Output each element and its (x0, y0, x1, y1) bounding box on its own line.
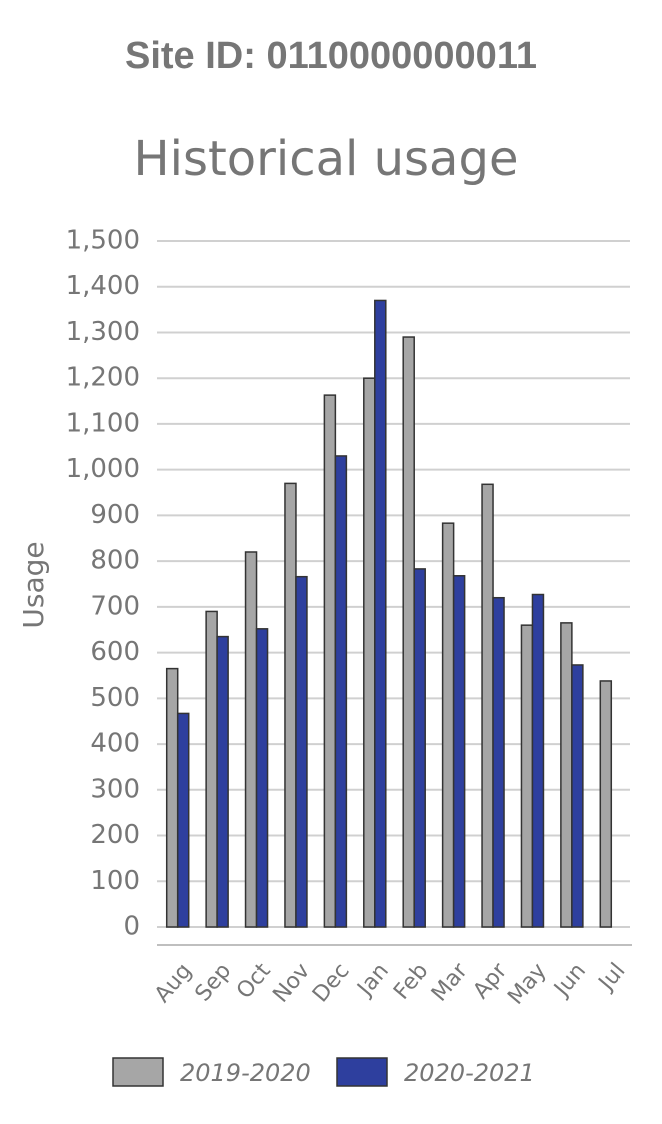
y-axis-title: Usage (17, 541, 50, 628)
x-tick-label: Sep (191, 959, 237, 1007)
x-tick-label: Dec (308, 959, 355, 1008)
x-tick-label: Aug (150, 959, 197, 1008)
bar (374, 299, 387, 928)
y-tick-label: 0 (123, 912, 140, 942)
x-tick-label: Jun (549, 959, 592, 1003)
x-tick-label: Oct (232, 958, 276, 1003)
chart-title: Historical usage (134, 131, 519, 187)
bar (413, 568, 426, 928)
y-tick-label: 1,500 (66, 226, 140, 256)
x-tick-label: Feb (389, 959, 433, 1005)
y-tick-label: 700 (90, 591, 140, 621)
y-tick-label: 600 (90, 637, 140, 667)
y-tick-label: 500 (90, 683, 140, 713)
bar (295, 575, 308, 928)
y-tick-label: 400 (90, 729, 140, 759)
y-tick-label: 100 (90, 866, 140, 896)
bar (205, 610, 218, 928)
bar (323, 394, 337, 928)
bar (441, 522, 455, 928)
bar (255, 628, 269, 928)
bar (334, 455, 348, 928)
y-tick-label: 1,400 (66, 271, 140, 301)
bar (531, 593, 545, 928)
y-tick-label: 1,300 (66, 317, 140, 347)
bar (452, 575, 466, 928)
y-tick-label: 900 (90, 500, 140, 530)
bar (176, 712, 190, 928)
legend-swatch (336, 1057, 388, 1087)
x-tick-label: May (503, 959, 551, 1010)
x-tick-label: Jan (352, 959, 394, 1003)
bar (363, 377, 376, 928)
x-tick-label: Nov (268, 959, 315, 1008)
legend-swatch (112, 1057, 164, 1087)
bar (520, 624, 534, 928)
x-tick-label: Jul (593, 959, 631, 997)
bar (599, 680, 613, 928)
bar (402, 336, 415, 928)
legend-label: 2020-2021 (404, 1059, 535, 1087)
bar (216, 635, 229, 928)
bar (284, 482, 297, 928)
bar (571, 664, 584, 928)
bar (560, 622, 573, 928)
y-tick-label: 800 (90, 546, 140, 576)
bar (244, 551, 258, 928)
site-id: Site ID: 0110000000011 (125, 35, 537, 77)
bar (481, 483, 494, 928)
legend-label: 2019-2020 (180, 1059, 311, 1087)
y-tick-label: 1,000 (66, 454, 140, 484)
x-tick-label: Mar (427, 958, 473, 1007)
y-tick-label: 300 (90, 774, 140, 804)
y-tick-label: 1,100 (66, 408, 140, 438)
y-tick-label: 200 (90, 820, 140, 850)
bar (165, 667, 179, 928)
bar (492, 596, 505, 928)
y-tick-label: 1,200 (66, 363, 140, 393)
